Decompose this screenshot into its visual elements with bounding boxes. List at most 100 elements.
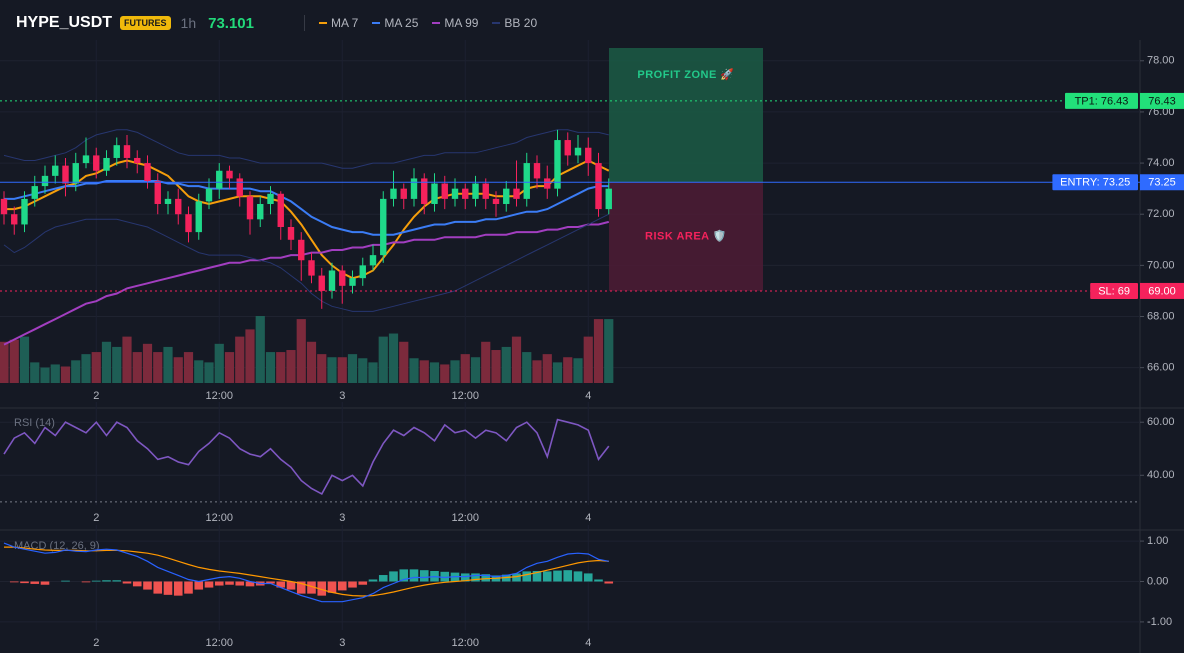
histogram-bar: [214, 581, 224, 586]
volume-bar: [132, 352, 142, 383]
legend-item: MA 99: [432, 16, 478, 30]
legend-label: MA 7: [331, 16, 359, 30]
legend-item: MA 7: [319, 16, 358, 30]
volume-bar: [399, 341, 409, 383]
volume-bar: [9, 339, 19, 383]
x-tick-label: 12:00: [451, 390, 479, 402]
histogram-bar: [583, 573, 593, 582]
volume-bar: [358, 358, 368, 383]
candle-body: [462, 188, 469, 199]
candle-body: [492, 198, 500, 204]
x-tick-label: 3: [339, 512, 345, 524]
histogram-bar: [132, 581, 142, 587]
volume-bar: [60, 366, 71, 383]
volume-bar: [450, 360, 460, 383]
candle-body: [482, 183, 489, 199]
y-tick-label: 74.00: [1147, 157, 1175, 169]
x-tick-label: 3: [339, 637, 345, 649]
volume-bar: [19, 336, 30, 383]
volume-bar: [224, 352, 235, 383]
candle-body: [0, 198, 8, 215]
interval[interactable]: 1h: [180, 15, 197, 31]
candle-body: [205, 188, 213, 202]
candle-body: [380, 198, 387, 256]
histogram-bar: [409, 569, 419, 582]
rsi-line: [3, 418, 610, 495]
candle-body: [41, 175, 49, 187]
histogram-bar: [81, 581, 91, 583]
volume-bar: [409, 358, 419, 383]
indicator-line: [3, 220, 610, 346]
volume-bar: [265, 352, 276, 383]
volume-bar: [101, 341, 112, 383]
histogram-bar: [286, 581, 296, 590]
candle-body: [103, 157, 110, 171]
candle-body: [11, 214, 18, 225]
candle-body: [236, 178, 243, 197]
histogram-bar: [553, 570, 562, 582]
separator: [304, 15, 305, 31]
histogram-bar: [245, 581, 255, 587]
volume-bar: [50, 364, 60, 383]
volume-bar: [163, 346, 173, 383]
candle-body: [31, 186, 38, 199]
legend-label: MA 99: [444, 16, 479, 30]
volume-bar: [532, 360, 542, 383]
volume-bar: [183, 352, 194, 383]
histogram-bar: [266, 581, 275, 584]
candle-body: [431, 183, 438, 204]
volume-bar: [81, 354, 91, 383]
y-tick-label: 40.00: [1147, 469, 1175, 481]
candle-body: [113, 145, 120, 158]
candle-body: [216, 170, 223, 189]
badge: FUTURES: [120, 16, 171, 30]
candle-body: [441, 183, 448, 199]
volume-bar: [214, 343, 224, 383]
candle-body: [472, 183, 479, 199]
candle-body: [503, 188, 510, 204]
y-tick-label: 70.00: [1147, 259, 1175, 271]
candle-body: [513, 188, 520, 199]
volume-bar: [552, 362, 563, 383]
candle-body: [421, 178, 428, 204]
histogram-bar: [153, 581, 163, 594]
candle-body: [359, 265, 366, 279]
x-tick-label: 4: [585, 512, 591, 524]
candle-body: [308, 260, 315, 276]
candle-body: [564, 140, 571, 156]
level-axis-label: 73.25: [1148, 177, 1176, 189]
volume-bar: [306, 341, 317, 383]
candle-body: [544, 178, 551, 189]
volume-bar: [440, 364, 450, 383]
histogram-bar: [399, 569, 409, 582]
candle-body: [554, 140, 561, 189]
volume-bar: [429, 362, 440, 383]
level-axis-tag: [1140, 174, 1184, 191]
histogram-bar: [327, 581, 337, 593]
candle-body: [318, 275, 325, 291]
x-tick-label: 2: [93, 637, 99, 649]
symbol[interactable]: HYPE_USDT: [16, 14, 113, 31]
volume-bar: [112, 346, 122, 383]
volume-bar: [276, 352, 286, 383]
candle-body: [605, 188, 612, 210]
candle-body: [400, 188, 407, 199]
volume-bar: [491, 350, 501, 383]
volume-bar: [286, 350, 296, 383]
candle-body: [144, 163, 151, 181]
volume-bar: [317, 354, 327, 383]
candle-body: [585, 147, 592, 164]
histogram-bar: [122, 581, 132, 584]
volume-bar: [542, 354, 552, 383]
histogram-bar: [102, 580, 111, 582]
level-tag-label: SL: 69: [1098, 285, 1130, 297]
candle-body: [533, 163, 541, 179]
candle-body: [164, 198, 172, 204]
candle-body: [82, 155, 90, 164]
candle-body: [195, 201, 202, 233]
candle-body: [451, 188, 459, 199]
y-tick-label: 68.00: [1147, 310, 1175, 322]
x-tick-label: 12:00: [205, 390, 233, 402]
